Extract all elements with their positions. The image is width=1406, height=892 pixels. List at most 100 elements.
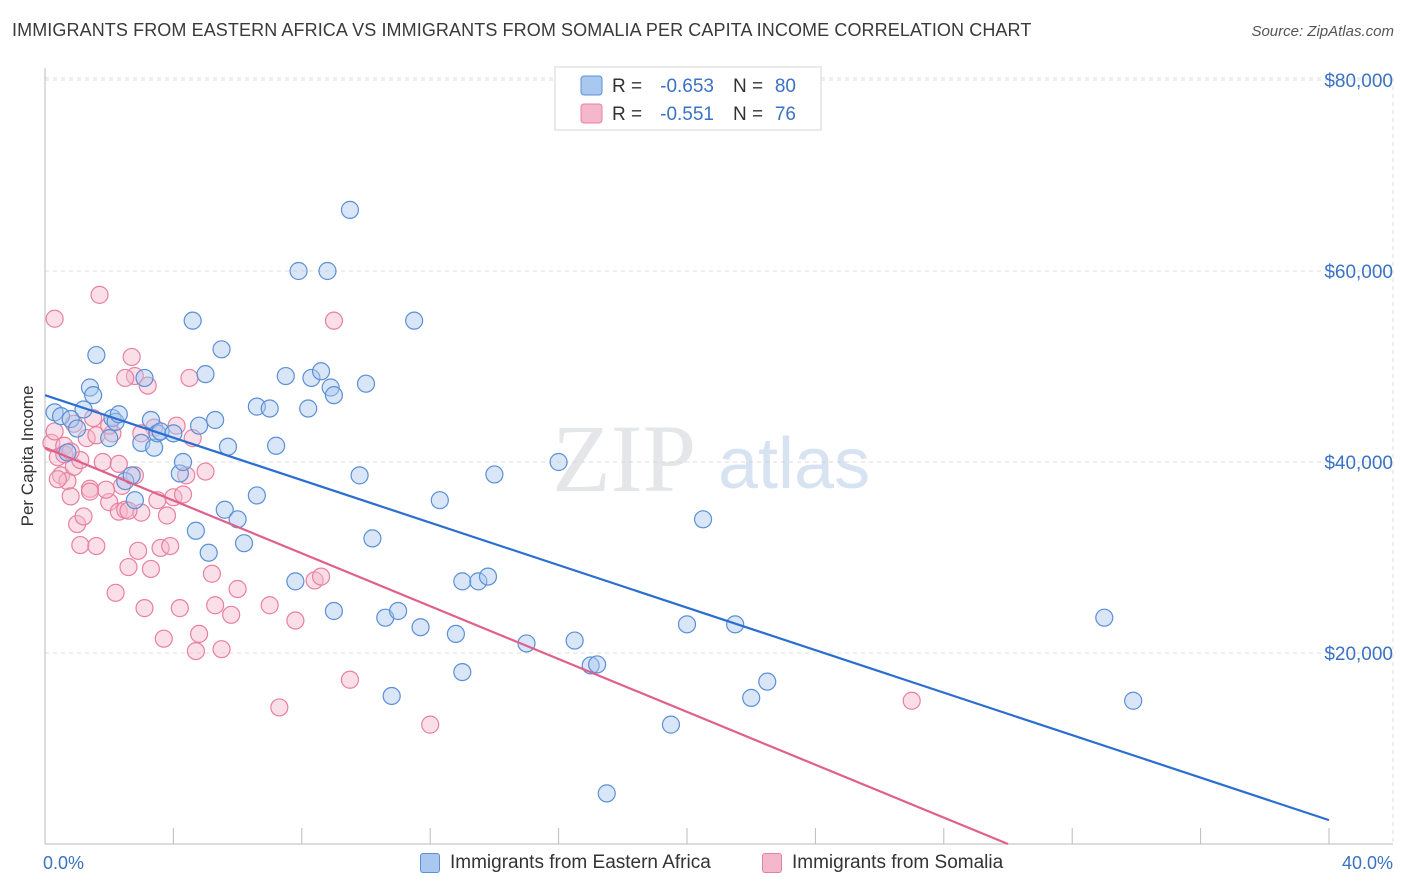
data-point-somalia [270, 698, 289, 717]
data-point-eastern-africa [430, 491, 449, 510]
data-point-eastern-africa [234, 534, 254, 553]
data-point-eastern-africa [215, 500, 234, 519]
data-point-somalia [324, 311, 343, 330]
data-point-somalia [260, 596, 279, 615]
data-point-eastern-africa [758, 672, 777, 691]
data-point-eastern-africa [340, 200, 360, 219]
data-point-eastern-africa [100, 429, 119, 448]
data-point-somalia [119, 501, 138, 520]
x-axis-ticks [44, 828, 1330, 844]
data-point-eastern-africa [382, 686, 401, 706]
data-point-eastern-africa [446, 624, 465, 644]
data-point-somalia [106, 583, 125, 602]
data-point-eastern-africa [453, 662, 472, 682]
data-point-eastern-africa [318, 261, 337, 281]
data-point-eastern-africa [453, 572, 472, 591]
data-point-eastern-africa [677, 615, 697, 634]
data-point-eastern-africa [1124, 691, 1143, 710]
data-point-somalia [286, 611, 305, 630]
legend-r-label: R = [612, 76, 642, 97]
data-point-eastern-africa [742, 688, 761, 707]
data-point-eastern-africa [164, 424, 183, 443]
legend-item-eastern-africa: Immigrants from Eastern Africa [420, 852, 711, 874]
data-point-somalia [180, 368, 199, 388]
legend-n-value: 76 [775, 104, 796, 125]
data-point-somalia [222, 605, 241, 624]
data-point-somalia [122, 347, 141, 367]
series-somalia-points [42, 285, 921, 734]
watermark-zip: ZIP [552, 405, 696, 512]
legend-swatch-pink [580, 103, 603, 124]
y-axis-tick-labels: $20,000 $40,000 $60,000 $80,000 [1324, 71, 1393, 665]
correlation-legend: R = -0.653 N = 80 R = -0.551 N = 76 [554, 66, 822, 131]
data-point-somalia [157, 506, 177, 525]
data-point-eastern-africa [87, 345, 106, 365]
data-point-eastern-africa [389, 601, 408, 621]
series-eastern-africa-points [45, 200, 1143, 803]
data-point-eastern-africa [84, 386, 103, 405]
data-point-eastern-africa [61, 409, 80, 429]
data-point-eastern-africa [289, 261, 308, 281]
data-point-eastern-africa [350, 466, 369, 485]
data-point-somalia [173, 485, 193, 504]
data-point-eastern-africa [565, 631, 584, 650]
y-tick-label: $40,000 [1324, 453, 1393, 474]
data-point-eastern-africa [693, 510, 713, 529]
data-point-somalia [135, 599, 154, 618]
data-point-somalia [196, 462, 215, 481]
data-point-eastern-africa [661, 715, 681, 734]
legend-label-somalia: Immigrants from Somalia [792, 852, 1004, 873]
data-point-somalia [902, 691, 921, 710]
y-axis-title: Per Capita Income [18, 386, 37, 527]
x-tick-label-max: 40.0% [1342, 853, 1393, 873]
trend-line-eastern-africa [44, 394, 1330, 822]
data-point-somalia [48, 470, 67, 489]
legend-n-value: 80 [775, 76, 796, 97]
data-point-somalia [45, 422, 64, 441]
data-point-somalia [170, 599, 189, 618]
data-point-eastern-africa [199, 543, 218, 562]
source-credit: Source: ZipAtlas.com [1251, 23, 1394, 40]
data-point-somalia [189, 624, 209, 644]
legend-r-value: -0.551 [660, 104, 714, 125]
data-point-somalia [74, 507, 93, 526]
data-point-somalia [154, 629, 173, 648]
y-tick-label: $60,000 [1324, 262, 1393, 283]
data-point-somalia [80, 482, 100, 501]
data-point-eastern-africa [356, 374, 376, 393]
data-point-eastern-africa [299, 399, 318, 418]
data-point-eastern-africa [1095, 608, 1114, 627]
data-point-eastern-africa [324, 601, 343, 621]
data-point-eastern-africa [186, 521, 205, 540]
data-point-somalia [161, 536, 180, 556]
data-point-somalia [421, 715, 440, 734]
data-point-eastern-africa [170, 464, 189, 483]
data-point-eastern-africa [183, 311, 202, 330]
data-point-eastern-africa [67, 419, 87, 438]
data-point-somalia [90, 285, 109, 304]
data-point-eastern-africa [135, 368, 154, 388]
data-point-somalia [87, 536, 106, 556]
chart-title: IMMIGRANTS FROM EASTERN AFRICA VS IMMIGR… [12, 20, 1032, 40]
data-point-somalia [128, 541, 148, 560]
data-point-somalia [206, 596, 225, 615]
data-point-eastern-africa [206, 410, 225, 430]
data-point-somalia [96, 480, 116, 499]
data-point-eastern-africa [485, 465, 504, 484]
data-point-eastern-africa [247, 486, 266, 505]
watermark-atlas: atlas [718, 424, 870, 504]
data-point-eastern-africa [469, 572, 488, 591]
data-point-eastern-africa [324, 386, 343, 405]
trend-lines [44, 394, 1330, 846]
data-point-somalia [186, 641, 205, 661]
data-point-eastern-africa [597, 784, 616, 803]
data-point-somalia [141, 559, 161, 579]
legend-swatch-blue [580, 75, 603, 96]
data-point-eastern-africa [411, 618, 430, 637]
data-point-eastern-africa [363, 529, 382, 548]
data-point-somalia [61, 487, 80, 506]
data-point-eastern-africa [267, 436, 286, 455]
data-point-somalia [202, 564, 222, 583]
data-point-eastern-africa [405, 311, 424, 330]
